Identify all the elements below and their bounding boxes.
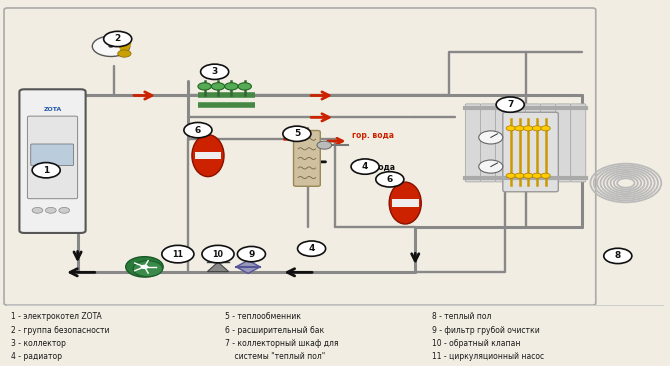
Text: 3 - коллектор: 3 - коллектор	[11, 339, 66, 348]
Circle shape	[104, 31, 132, 46]
Circle shape	[162, 245, 194, 263]
FancyBboxPatch shape	[555, 104, 571, 182]
Ellipse shape	[389, 182, 421, 224]
Circle shape	[184, 123, 212, 138]
Text: гор. вода: гор. вода	[352, 131, 394, 140]
Text: 10: 10	[212, 250, 224, 259]
Circle shape	[496, 97, 524, 112]
FancyBboxPatch shape	[194, 152, 221, 159]
Circle shape	[109, 45, 114, 48]
Circle shape	[32, 208, 43, 213]
Circle shape	[126, 257, 163, 277]
Text: 4: 4	[308, 244, 315, 253]
Circle shape	[515, 126, 524, 131]
FancyBboxPatch shape	[480, 104, 496, 182]
FancyBboxPatch shape	[27, 116, 78, 199]
Text: 11: 11	[172, 250, 184, 259]
Circle shape	[92, 36, 130, 56]
FancyBboxPatch shape	[525, 104, 541, 182]
Text: 6: 6	[387, 175, 393, 184]
Text: 1: 1	[43, 166, 50, 175]
FancyBboxPatch shape	[293, 131, 320, 186]
Text: 7 - коллекторный шкаф для: 7 - коллекторный шкаф для	[224, 339, 338, 348]
Circle shape	[224, 83, 238, 90]
Circle shape	[283, 126, 311, 141]
Circle shape	[133, 261, 163, 277]
Text: 2: 2	[115, 34, 121, 44]
Text: 1 - электрокотел ZOTA: 1 - электрокотел ZOTA	[11, 313, 101, 321]
FancyBboxPatch shape	[496, 104, 511, 182]
Text: 5 - теплообменник: 5 - теплообменник	[224, 313, 301, 321]
Circle shape	[59, 208, 70, 213]
FancyBboxPatch shape	[466, 104, 480, 182]
Text: 10 - обратный клапан: 10 - обратный клапан	[432, 339, 521, 348]
FancyBboxPatch shape	[541, 104, 555, 182]
Text: системы "теплый пол": системы "теплый пол"	[224, 352, 325, 361]
FancyBboxPatch shape	[392, 199, 419, 207]
Circle shape	[202, 245, 234, 263]
Text: 4 - радиатор: 4 - радиатор	[11, 352, 62, 361]
Circle shape	[141, 265, 149, 269]
FancyBboxPatch shape	[4, 8, 596, 305]
Circle shape	[376, 172, 404, 187]
Ellipse shape	[192, 135, 224, 177]
Text: ZOTA: ZOTA	[44, 107, 62, 112]
Circle shape	[532, 173, 541, 178]
Circle shape	[479, 160, 502, 173]
Text: 8: 8	[614, 251, 621, 261]
Circle shape	[506, 173, 515, 178]
Text: 2 - группа безопасности: 2 - группа безопасности	[11, 326, 109, 335]
Circle shape	[237, 246, 265, 262]
Text: 6 - расширительный бак: 6 - расширительный бак	[224, 326, 324, 335]
Circle shape	[479, 131, 502, 144]
Circle shape	[541, 173, 550, 178]
Circle shape	[523, 173, 533, 178]
Circle shape	[211, 83, 224, 90]
Circle shape	[604, 248, 632, 264]
Text: 9: 9	[249, 250, 255, 259]
Circle shape	[532, 126, 541, 131]
FancyBboxPatch shape	[511, 104, 525, 182]
FancyBboxPatch shape	[19, 89, 86, 233]
Circle shape	[200, 64, 228, 79]
Text: 3: 3	[212, 67, 218, 76]
Text: 7: 7	[507, 100, 513, 109]
Polygon shape	[207, 262, 228, 272]
Text: хол. вода: хол. вода	[352, 163, 395, 172]
Text: 5: 5	[293, 129, 300, 138]
Polygon shape	[236, 260, 260, 273]
FancyBboxPatch shape	[571, 104, 586, 182]
Text: 6: 6	[195, 126, 201, 135]
Circle shape	[523, 126, 533, 131]
Circle shape	[46, 208, 56, 213]
Circle shape	[506, 126, 515, 131]
Text: 8 - теплый пол: 8 - теплый пол	[432, 313, 491, 321]
FancyBboxPatch shape	[502, 112, 558, 192]
Circle shape	[515, 173, 524, 178]
Circle shape	[351, 159, 379, 174]
Text: 9 - фильтр грубой очистки: 9 - фильтр грубой очистки	[432, 326, 540, 335]
Circle shape	[317, 141, 332, 149]
Text: 4: 4	[362, 162, 368, 171]
Circle shape	[541, 126, 550, 131]
Circle shape	[32, 163, 60, 178]
Circle shape	[238, 83, 251, 90]
Circle shape	[198, 83, 211, 90]
Text: 11 - циркуляционный насос: 11 - циркуляционный насос	[432, 352, 544, 361]
Circle shape	[118, 50, 131, 57]
FancyBboxPatch shape	[31, 144, 74, 165]
Circle shape	[297, 241, 326, 256]
